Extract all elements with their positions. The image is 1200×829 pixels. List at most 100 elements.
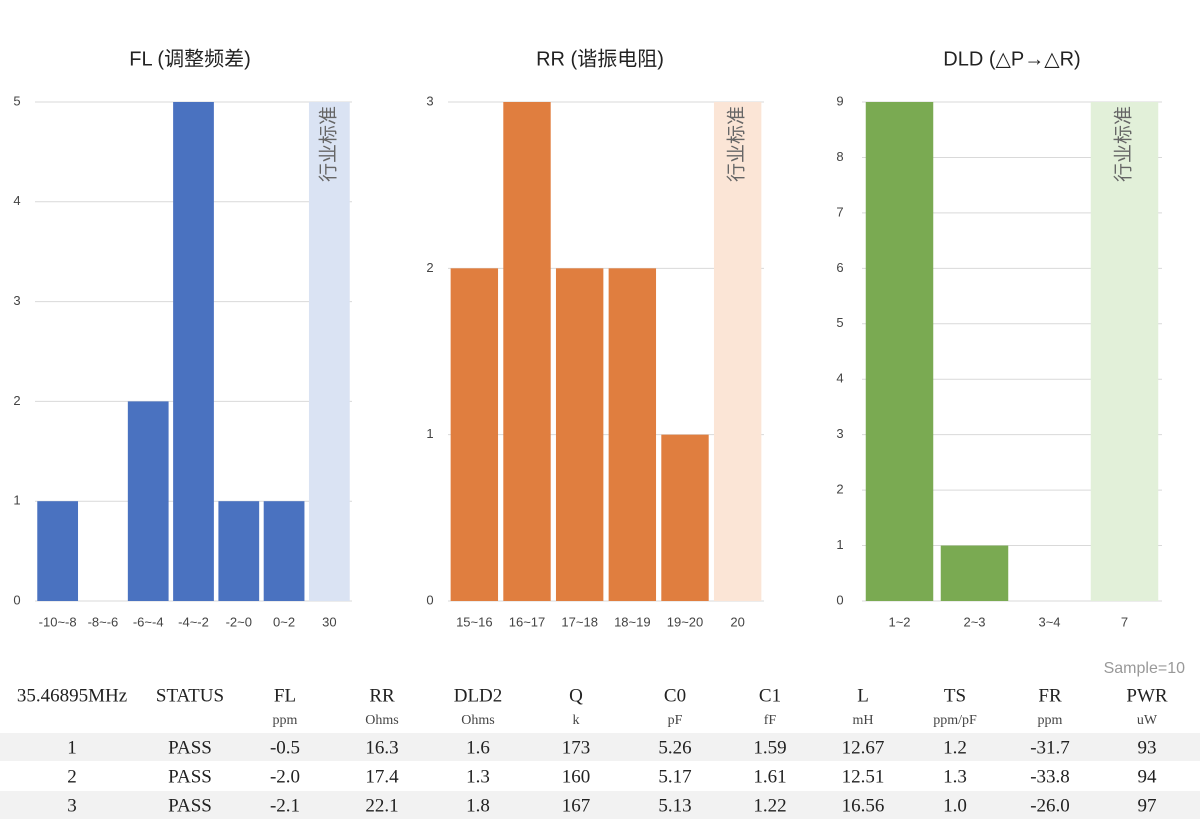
y-tick-label: 4 — [836, 371, 843, 386]
x-tick-label: 1~2 — [888, 614, 910, 629]
bar — [218, 501, 260, 601]
chart-title: FL (调整频差) — [129, 47, 250, 70]
table-cell: -33.8 — [1030, 766, 1070, 787]
chart-title: DLD (△P→△R) — [943, 48, 1080, 70]
table-unit: Ohms — [461, 713, 494, 728]
table-cell: 1.3 — [943, 766, 967, 787]
standard-band — [1090, 102, 1159, 601]
table-header: RR — [369, 685, 395, 706]
table-unit: ppm — [1038, 713, 1063, 728]
table-cell: 16.56 — [842, 795, 885, 816]
table-cell: 17.4 — [365, 766, 399, 787]
x-tick-label: -4~-2 — [178, 614, 209, 629]
table-unit: pF — [668, 713, 683, 728]
standard-band — [308, 102, 350, 601]
x-tick-label: 19~20 — [667, 614, 704, 629]
bar — [173, 102, 214, 601]
y-tick-label: 0 — [13, 592, 20, 607]
table-cell: -2.0 — [270, 766, 300, 787]
y-tick-label: 5 — [13, 93, 20, 108]
y-tick-label: 1 — [13, 493, 20, 508]
table-cell: 5.13 — [658, 795, 691, 816]
y-tick-label: 2 — [13, 393, 20, 408]
x-tick-label: 17~18 — [561, 614, 598, 629]
standard-label: 行业标准 — [317, 106, 339, 182]
table-cell: 12.51 — [842, 766, 885, 787]
table-cell: 1.6 — [466, 737, 490, 758]
table-cell: PASS — [168, 795, 212, 816]
table-header: C0 — [664, 685, 686, 706]
table-header: PWR — [1126, 685, 1168, 706]
y-tick-label: 3 — [836, 426, 843, 441]
table-cell: -26.0 — [1030, 795, 1070, 816]
table-header: TS — [944, 685, 966, 706]
bar — [661, 434, 709, 601]
y-tick-label: 1 — [836, 537, 843, 552]
x-tick-label: 0~2 — [273, 614, 295, 629]
y-tick-label: 5 — [836, 315, 843, 330]
table-header: FR — [1038, 685, 1062, 706]
y-tick-label: 8 — [836, 149, 843, 164]
x-tick-label: 2~3 — [963, 614, 985, 629]
table-cell: -2.1 — [270, 795, 300, 816]
y-tick-label: 0 — [836, 592, 843, 607]
x-tick-label: 7 — [1121, 614, 1128, 629]
table-cell: 160 — [562, 766, 591, 787]
x-tick-label: -8~-6 — [88, 614, 119, 629]
table-header: 35.46895MHz — [17, 685, 127, 706]
table-cell: 94 — [1138, 766, 1158, 787]
bar — [608, 268, 657, 601]
bar — [865, 102, 934, 601]
table-unit: ppm — [273, 713, 298, 728]
row-shade — [0, 791, 1200, 819]
x-tick-label: -2~0 — [226, 614, 252, 629]
table-cell: 1.22 — [753, 795, 786, 816]
table-unit: uW — [1137, 713, 1158, 728]
standard-band — [713, 102, 762, 601]
x-tick-label: -10~-8 — [39, 614, 77, 629]
table-cell: 1.2 — [943, 737, 967, 758]
table-cell: 2 — [67, 766, 77, 787]
table-cell: 173 — [562, 737, 591, 758]
table-unit: Ohms — [365, 713, 398, 728]
bar — [450, 268, 499, 601]
table-cell: -0.5 — [270, 737, 300, 758]
bar — [940, 545, 1009, 601]
table-cell: PASS — [168, 737, 212, 758]
table-cell: 167 — [562, 795, 591, 816]
y-tick-label: 2 — [426, 260, 433, 275]
table-header: C1 — [759, 685, 781, 706]
table-cell: 12.67 — [842, 737, 885, 758]
table-unit: k — [573, 713, 580, 728]
y-tick-label: 6 — [836, 260, 843, 275]
bar — [263, 501, 305, 601]
bar — [37, 501, 79, 601]
sample-size: Sample=10 — [1104, 660, 1185, 677]
bar — [503, 102, 551, 601]
table-cell: 1.8 — [466, 795, 490, 816]
table-cell: 5.26 — [658, 737, 691, 758]
y-tick-label: 2 — [836, 482, 843, 497]
x-tick-label: 30 — [322, 614, 336, 629]
table-cell: 1.3 — [466, 766, 490, 787]
x-tick-label: 15~16 — [456, 614, 493, 629]
bar — [555, 268, 604, 601]
x-tick-label: 20 — [730, 614, 744, 629]
y-tick-label: 1 — [426, 426, 433, 441]
table-header: FL — [274, 685, 296, 706]
table-cell: 93 — [1138, 737, 1157, 758]
y-tick-label: 3 — [426, 93, 433, 108]
table-cell: 1.61 — [753, 766, 786, 787]
standard-label: 行业标准 — [1113, 106, 1135, 182]
x-tick-label: 16~17 — [509, 614, 546, 629]
table-header: L — [857, 685, 869, 706]
x-tick-label: -6~-4 — [133, 614, 164, 629]
table-cell: -31.7 — [1030, 737, 1070, 758]
table-unit: mH — [853, 713, 874, 728]
table-cell: PASS — [168, 766, 212, 787]
table-unit: fF — [764, 713, 777, 728]
standard-label: 行业标准 — [726, 106, 748, 182]
table-cell: 16.3 — [365, 737, 398, 758]
y-tick-label: 3 — [13, 293, 20, 308]
